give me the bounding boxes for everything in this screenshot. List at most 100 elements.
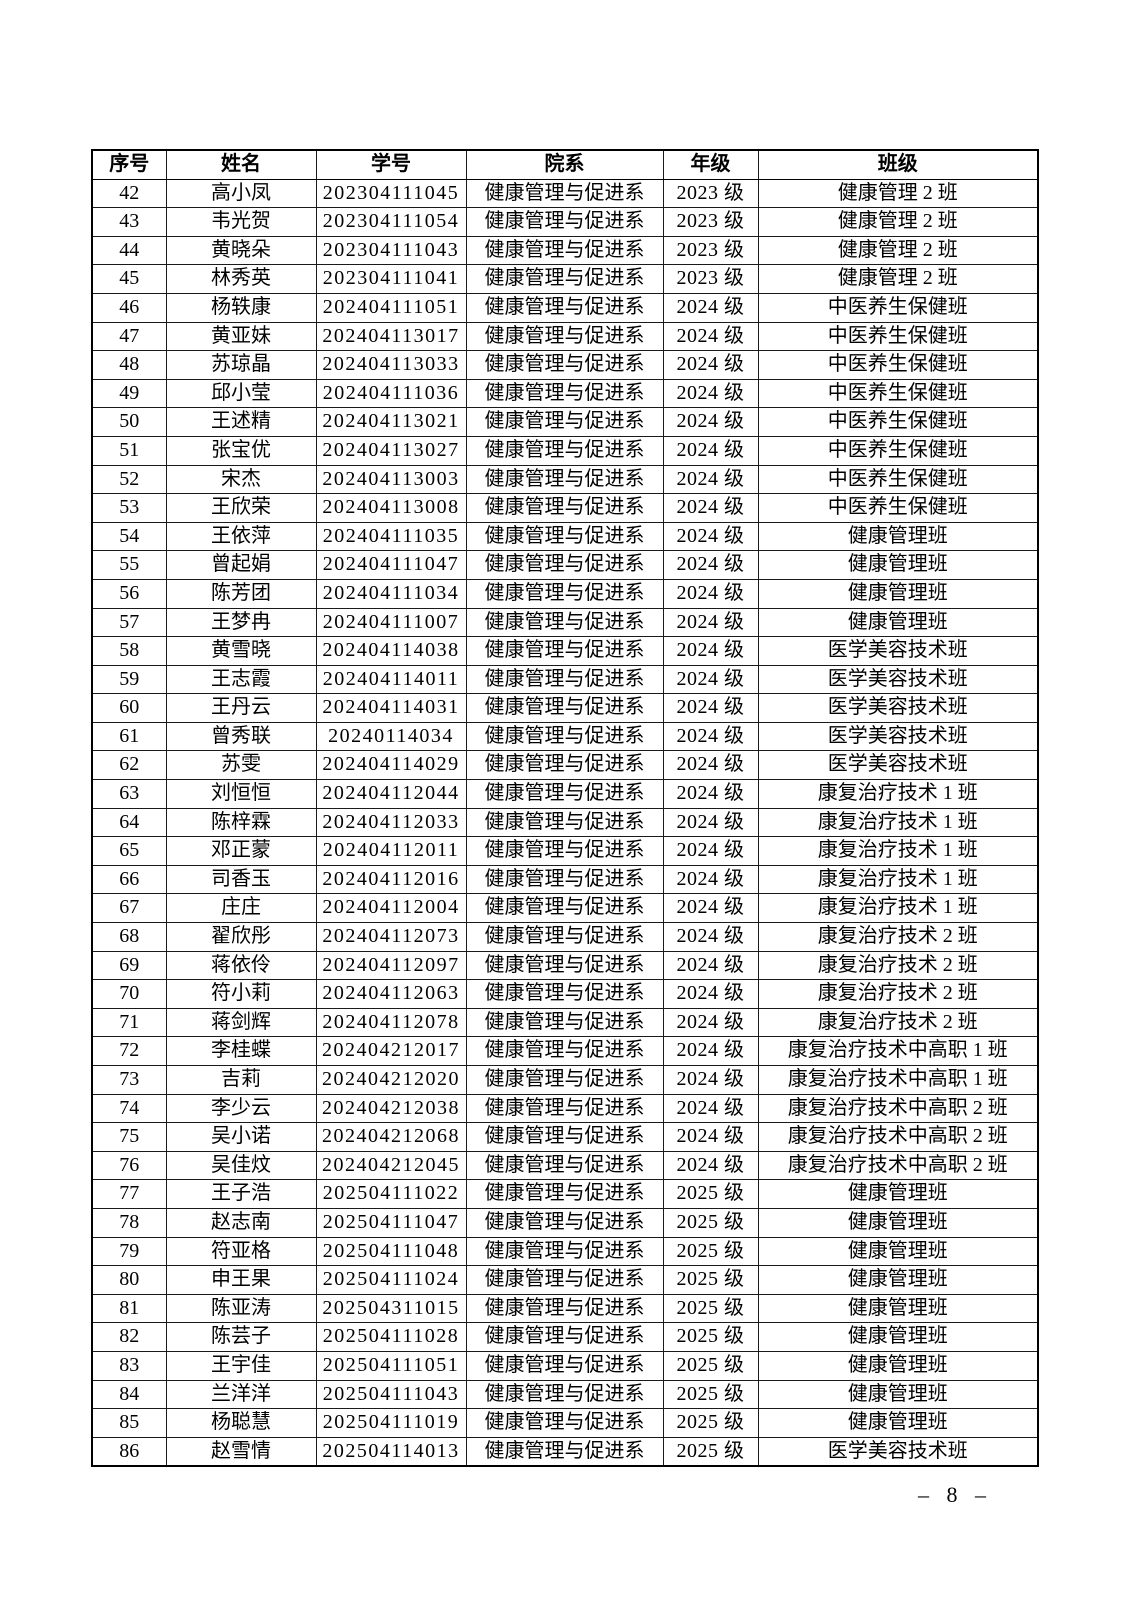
table-row: 73 吉莉 202404212020 健康管理与促进系 2024 级康复治疗技术中高职 … (91, 1065, 1039, 1095)
col-header-name: 姓名 (165, 149, 317, 180)
cell-grade: 2024 级 (662, 350, 759, 380)
cell-serial: 68 (91, 922, 167, 952)
cell-class: 中医养生保健班 (757, 378, 1039, 409)
cell-student-id: 202404114011 (315, 664, 467, 695)
cell-serial: 74 (91, 1093, 167, 1124)
cell-name: 杨轶康 (165, 292, 317, 323)
cell-serial: 53 (91, 493, 167, 523)
cell-serial: 86 (91, 1436, 167, 1467)
cell-grade: 2025 级 (662, 1236, 759, 1267)
cell-grade: 2023 级 (662, 207, 759, 237)
table-row: 81 陈亚涛 202504311015 健康管理与促进系 2025 级健康管理班 (91, 1293, 1039, 1324)
col-header-grade: 年级 (662, 149, 759, 180)
cell-name: 苏琼晶 (165, 350, 317, 380)
table-row: 54 王依萍 202404111035 健康管理与促进系 2024 级健康管理班 (91, 521, 1039, 552)
cell-department: 健康管理与促进系 (465, 1265, 664, 1295)
cell-department: 健康管理与促进系 (465, 1322, 664, 1352)
cell-grade: 2024 级 (662, 1122, 759, 1152)
cell-class: 康复治疗技术中高职 2 班 (757, 1093, 1039, 1124)
cell-department: 健康管理与促进系 (465, 1207, 664, 1238)
cell-serial: 71 (91, 1007, 167, 1038)
cell-serial: 82 (91, 1322, 167, 1352)
page-number: – 8 – (918, 1482, 992, 1507)
cell-class: 健康管理 2 班 (757, 235, 1039, 266)
cell-grade: 2024 级 (662, 779, 759, 809)
cell-department: 健康管理与促进系 (465, 1236, 664, 1267)
cell-grade: 2024 级 (662, 292, 759, 323)
cell-class: 健康管理班 (757, 1408, 1039, 1438)
cell-grade: 2024 级 (662, 407, 759, 437)
cell-name: 黄雪晓 (165, 636, 317, 666)
cell-name: 蒋剑辉 (165, 1007, 317, 1038)
cell-serial: 42 (91, 178, 167, 209)
cell-name: 王依萍 (165, 521, 317, 552)
cell-grade: 2023 级 (662, 235, 759, 266)
cell-grade: 2024 级 (662, 864, 759, 895)
cell-grade: 2024 级 (662, 464, 759, 495)
cell-department: 健康管理与促进系 (465, 1122, 664, 1152)
cell-serial: 81 (91, 1293, 167, 1324)
cell-student-id: 202404112097 (315, 950, 467, 981)
col-header-student-id: 学号 (315, 149, 467, 180)
cell-class: 康复治疗技术 1 班 (757, 807, 1039, 838)
cell-student-id: 202504111019 (315, 1408, 467, 1438)
cell-department: 健康管理与促进系 (465, 493, 664, 523)
cell-class: 中医养生保健班 (757, 407, 1039, 437)
cell-department: 健康管理与促进系 (465, 979, 664, 1009)
cell-class: 医学美容技术班 (757, 693, 1039, 723)
cell-name: 王宇佳 (165, 1350, 317, 1381)
cell-student-id: 202404114031 (315, 693, 467, 723)
cell-student-id: 202304111054 (315, 207, 467, 237)
cell-department: 健康管理与促进系 (465, 1293, 664, 1324)
cell-grade: 2024 级 (662, 1150, 759, 1181)
cell-class: 健康管理班 (757, 1322, 1039, 1352)
cell-class: 健康管理 2 班 (757, 264, 1039, 294)
cell-student-id: 202304111041 (315, 264, 467, 294)
table-row: 80 申王果 202504111024 健康管理与促进系 2025 级健康管理班 (91, 1265, 1039, 1295)
cell-class: 医学美容技术班 (757, 1436, 1039, 1467)
cell-grade: 2024 级 (662, 979, 759, 1009)
cell-student-id: 202404112004 (315, 893, 467, 924)
cell-name: 陈亚涛 (165, 1293, 317, 1324)
cell-class: 中医养生保健班 (757, 350, 1039, 380)
table-row: 70 符小莉 202404112063 健康管理与促进系 2024 级康复治疗技术 2 … (91, 979, 1039, 1009)
cell-department: 健康管理与促进系 (465, 550, 664, 580)
cell-grade: 2025 级 (662, 1179, 759, 1209)
cell-department: 健康管理与促进系 (465, 1150, 664, 1181)
cell-student-id: 202404112078 (315, 1007, 467, 1038)
cell-grade: 2024 级 (662, 1093, 759, 1124)
cell-grade: 2025 级 (662, 1265, 759, 1295)
cell-department: 健康管理与促进系 (465, 321, 664, 352)
cell-serial: 65 (91, 836, 167, 866)
cell-department: 健康管理与促进系 (465, 264, 664, 294)
cell-serial: 78 (91, 1207, 167, 1238)
cell-class: 健康管理 2 班 (757, 178, 1039, 209)
cell-class: 康复治疗技术 1 班 (757, 893, 1039, 924)
cell-department: 健康管理与促进系 (465, 207, 664, 237)
cell-name: 司香玉 (165, 864, 317, 895)
cell-department: 健康管理与促进系 (465, 1093, 664, 1124)
cell-student-id: 202304111043 (315, 235, 467, 266)
cell-name: 吴小诺 (165, 1122, 317, 1152)
cell-student-id: 202404111035 (315, 521, 467, 552)
cell-department: 健康管理与促进系 (465, 664, 664, 695)
table-row: 44 黄晓朵 202304111043 健康管理与促进系 2023 级健康管理 2 班 (91, 235, 1039, 266)
cell-department: 健康管理与促进系 (465, 378, 664, 409)
cell-name: 苏雯 (165, 750, 317, 781)
cell-student-id: 202504111048 (315, 1236, 467, 1267)
cell-serial: 61 (91, 721, 167, 752)
cell-name: 王欣荣 (165, 493, 317, 523)
cell-name: 赵雪情 (165, 1436, 317, 1467)
cell-name: 符小莉 (165, 979, 317, 1009)
cell-student-id: 202504114013 (315, 1436, 467, 1467)
cell-name: 李少云 (165, 1093, 317, 1124)
cell-department: 健康管理与促进系 (465, 578, 664, 609)
cell-class: 中医养生保健班 (757, 464, 1039, 495)
cell-grade: 2024 级 (662, 1065, 759, 1095)
table-row: 45 林秀英 202304111041 健康管理与促进系 2023 级健康管理 2 班 (91, 264, 1039, 294)
table-row: 65 邓正蒙 202404112011 健康管理与促进系 2024 级康复治疗技术 1 … (91, 836, 1039, 866)
cell-department: 健康管理与促进系 (465, 1379, 664, 1410)
cell-name: 王梦冉 (165, 607, 317, 638)
cell-serial: 60 (91, 693, 167, 723)
cell-grade: 2024 级 (662, 636, 759, 666)
